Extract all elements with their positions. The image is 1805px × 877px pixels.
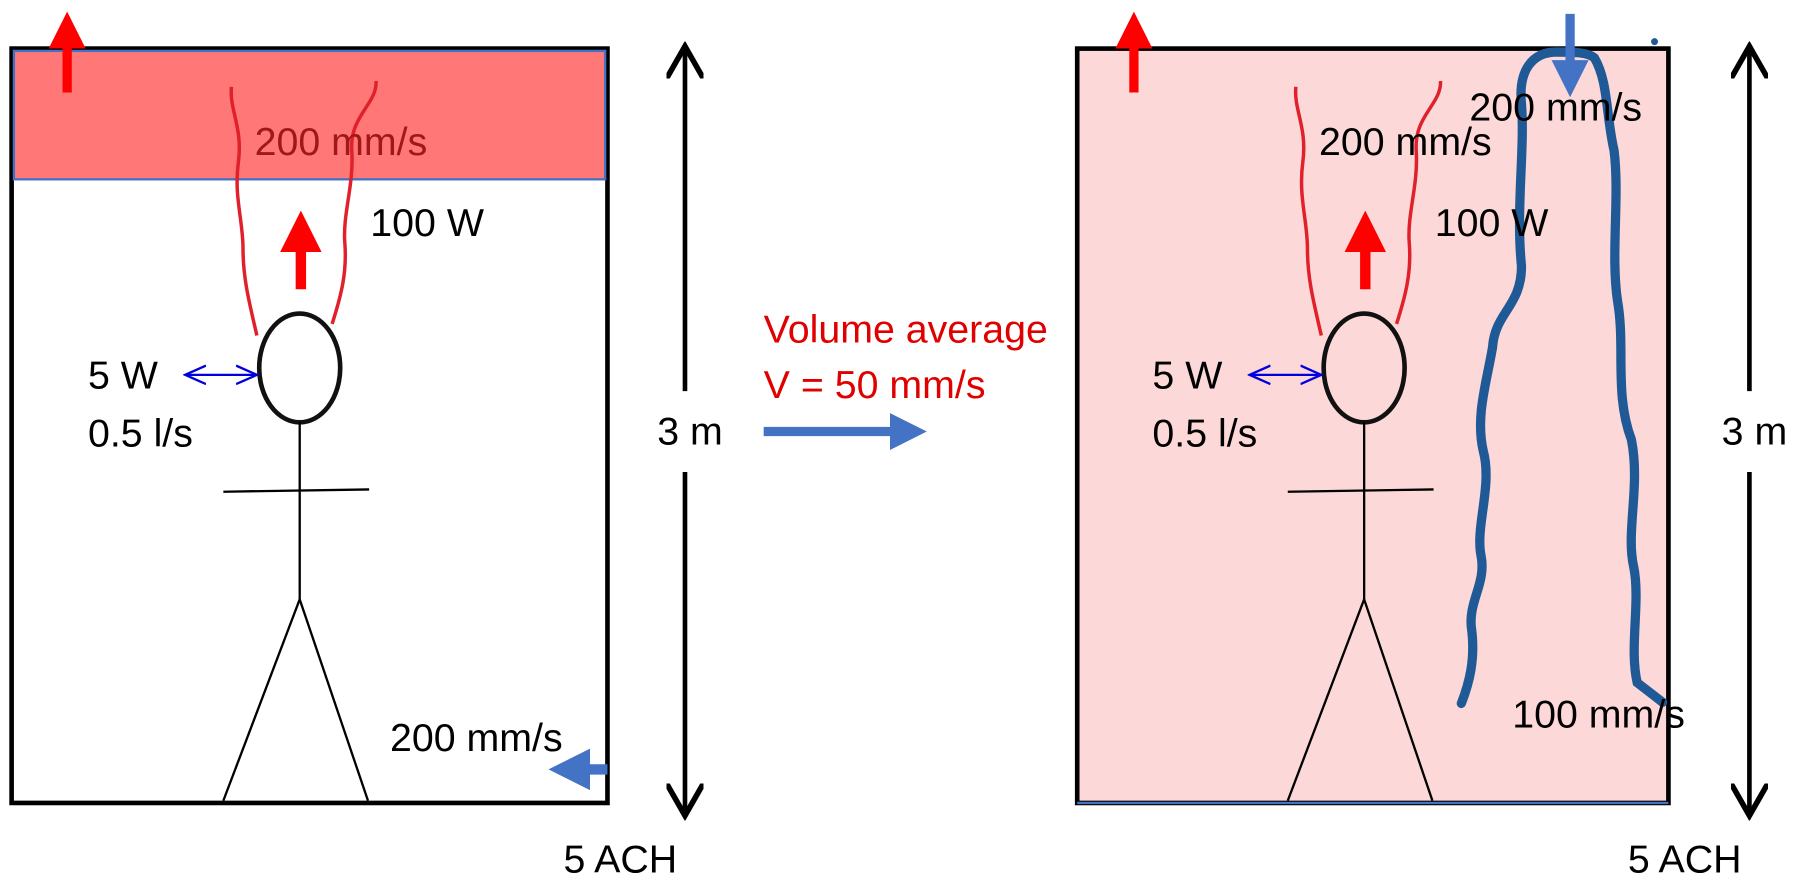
heat: 100 W [1435, 201, 1549, 245]
breath-flow: 0.5 l/s [88, 412, 193, 456]
bottom-speed: 100 mm/s [1512, 693, 1685, 737]
plume-speed: 200 mm/s [1319, 120, 1492, 164]
height: 3 m [1722, 409, 1788, 453]
cold-plume [1456, 47, 1668, 709]
top-speed: 200 mm/s [1469, 85, 1642, 129]
height: 3 m [657, 409, 723, 453]
warm-layer [12, 49, 607, 181]
average-label: Volume average [764, 307, 1048, 351]
inlet-speed: 200 mm/s [390, 716, 563, 760]
top-speed: 200 mm/s [255, 120, 428, 164]
breath-power: 5 W [88, 354, 158, 398]
breath-flow: 0.5 l/s [1152, 412, 1257, 456]
ach: 5 ACH [564, 837, 678, 877]
right-room: 200 mm/s 200 mm/s 100 W 5 W 0.5 l/s 3 m … [1074, 11, 1788, 877]
ach: 5 ACH [1628, 837, 1742, 877]
breath-power: 5 W [1152, 354, 1222, 398]
transition: Volume average V = 50 mm/s [764, 307, 1048, 451]
average-value: V = 50 mm/s [764, 363, 986, 407]
room-wall [1074, 46, 1671, 806]
left-room: 200 mm/s 100 W 5 W 0.5 l/s 3 m 200 mm/s … [9, 11, 723, 877]
heat: 100 W [370, 201, 484, 245]
